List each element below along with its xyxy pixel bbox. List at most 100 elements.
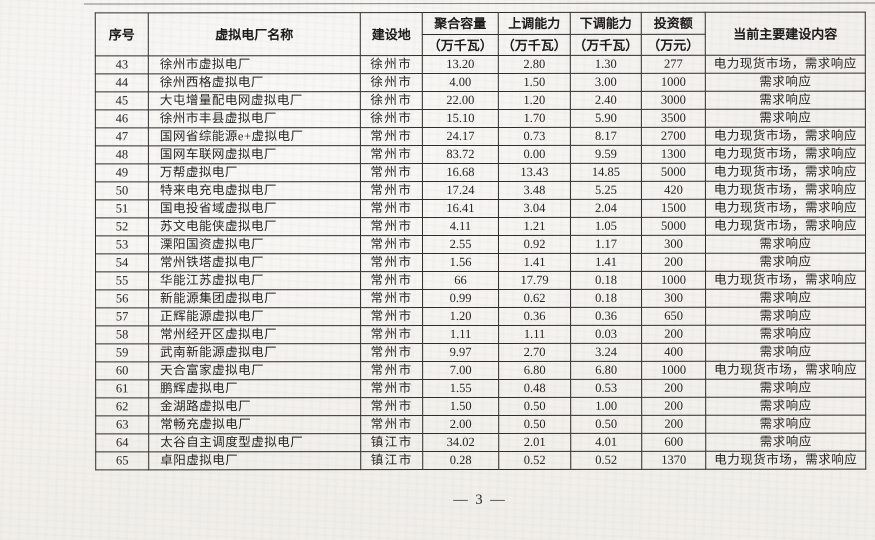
cell-down-capability: 9.59	[570, 145, 642, 164]
cell-seq: 46	[95, 109, 149, 128]
cell-up-capability: 1.41	[498, 253, 571, 272]
cell-construction-content: 需求响应	[705, 289, 866, 308]
cell-capacity: 66	[422, 271, 499, 290]
cell-up-capability: 0.50	[498, 397, 571, 416]
cell-seq: 65	[95, 451, 149, 470]
cell-up-capability: 0.62	[498, 289, 571, 308]
cell-construction-content: 电力现货市场，需求响应	[705, 217, 866, 236]
table-row: 62 金湖路虚拟电厂 常州市 1.50 0.50 1.00 200 需求响应	[95, 397, 866, 416]
cell-down-capability: 5.90	[570, 109, 642, 128]
cell-capacity: 9.97	[422, 343, 499, 362]
cell-investment: 400	[641, 343, 706, 362]
cell-capacity: 15.10	[422, 109, 499, 128]
cell-location: 常州市	[360, 289, 423, 308]
header-plant-name: 虚拟电厂名称	[148, 12, 361, 56]
cell-plant-name: 大屯增量配电网虚拟电厂	[148, 91, 361, 110]
cell-seq: 53	[95, 235, 149, 254]
cell-construction-content: 需求响应	[705, 433, 866, 452]
table-row: 56 新能源集团虚拟电厂 常州市 0.99 0.62 0.18 300 需求响应	[95, 289, 866, 308]
cell-capacity: 1.11	[422, 325, 499, 344]
cell-seq: 62	[95, 397, 149, 416]
table-row: 43 徐州市虚拟电厂 徐州市 13.20 2.80 1.30 277 电力现货市…	[95, 55, 866, 74]
table-body: 43 徐州市虚拟电厂 徐州市 13.20 2.80 1.30 277 电力现货市…	[95, 55, 866, 470]
cell-location: 常州市	[360, 217, 423, 236]
cell-capacity: 2.55	[422, 235, 499, 254]
cell-plant-name: 正辉能源虚拟电厂	[148, 307, 361, 326]
cell-location: 常州市	[360, 181, 423, 200]
cell-plant-name: 太谷自主调度型虚拟电厂	[148, 433, 361, 452]
cell-up-capability: 13.43	[498, 163, 571, 182]
table-row: 58 常州经开区虚拟电厂 常州市 1.11 1.11 0.03 200 需求响应	[95, 325, 866, 344]
table-row: 54 常州铁塔虚拟电厂 常州市 1.56 1.41 1.41 200 需求响应	[95, 253, 866, 272]
cell-plant-name: 常州经开区虚拟电厂	[148, 325, 361, 344]
cell-seq: 52	[95, 217, 149, 236]
cell-plant-name: 国网车联网虚拟电厂	[148, 145, 361, 164]
cell-down-capability: 3.00	[570, 73, 642, 92]
cell-up-capability: 6.80	[498, 361, 571, 380]
cell-plant-name: 特来电充电虚拟电厂	[148, 181, 361, 200]
table-row: 60 天合富家虚拟电厂 常州市 7.00 6.80 6.80 1000 电力现货…	[95, 361, 866, 380]
cell-investment: 1300	[641, 145, 706, 164]
cell-plant-name: 徐州市丰县虚拟电厂	[148, 109, 361, 128]
cell-up-capability: 0.73	[498, 127, 571, 146]
cell-down-capability: 0.03	[570, 325, 642, 344]
cell-seq: 54	[95, 253, 149, 272]
cell-construction-content: 需求响应	[705, 235, 866, 254]
cell-down-capability: 1.17	[570, 235, 642, 254]
cell-location: 常州市	[360, 307, 423, 326]
cell-plant-name: 武南新能源虚拟电厂	[148, 343, 361, 362]
cell-down-capability: 4.01	[570, 433, 642, 452]
cell-construction-content: 需求响应	[705, 325, 866, 344]
cell-capacity: 24.17	[422, 127, 499, 146]
cell-up-capability: 3.48	[498, 181, 571, 200]
cell-location: 常州市	[360, 343, 423, 362]
cell-capacity: 1.50	[422, 397, 499, 416]
cell-investment: 420	[641, 181, 706, 200]
cell-seq: 50	[95, 181, 149, 200]
table-row: 46 徐州市丰县虚拟电厂 徐州市 15.10 1.70 5.90 3500 需求…	[95, 109, 866, 128]
cell-construction-content: 需求响应	[705, 73, 866, 92]
cell-seq: 55	[95, 271, 149, 290]
cell-down-capability: 0.18	[570, 271, 642, 290]
cell-construction-content: 需求响应	[705, 397, 866, 416]
cell-plant-name: 鹏辉虚拟电厂	[148, 379, 361, 398]
cell-construction-content: 需求响应	[705, 109, 866, 128]
cell-investment: 277	[641, 55, 706, 74]
cell-location: 常州市	[360, 271, 423, 290]
cell-location: 徐州市	[360, 73, 423, 92]
cell-seq: 48	[95, 145, 149, 164]
cell-location: 常州市	[360, 163, 423, 182]
cell-up-capability: 2.01	[498, 433, 571, 452]
cell-construction-content: 需求响应	[705, 91, 866, 110]
cell-seq: 49	[95, 163, 149, 182]
cell-plant-name: 天合富家虚拟电厂	[148, 361, 361, 380]
cell-capacity: 4.11	[422, 217, 499, 236]
scan-artifact-line	[83, 2, 875, 5]
cell-seq: 44	[95, 73, 149, 92]
table-row: 63 常畅充虚拟电厂 常州市 2.00 0.50 0.50 200 需求响应	[95, 415, 866, 434]
cell-up-capability: 1.20	[498, 91, 571, 110]
header-investment-unit: （万元）	[641, 34, 706, 56]
cell-seq: 51	[95, 199, 149, 218]
cell-capacity: 1.20	[422, 307, 499, 326]
table-row: 52 苏文电能侠虚拟电厂 常州市 4.11 1.21 1.05 5000 电力现…	[95, 217, 866, 236]
cell-up-capability: 1.50	[498, 73, 571, 92]
cell-location: 常州市	[360, 199, 423, 218]
cell-capacity: 22.00	[422, 91, 499, 110]
table-row: 45 大屯增量配电网虚拟电厂 徐州市 22.00 1.20 2.40 3000 …	[95, 91, 866, 110]
cell-plant-name: 万帮虚拟电厂	[148, 163, 361, 182]
table-row: 53 溧阳国资虚拟电厂 常州市 2.55 0.92 1.17 300 需求响应	[95, 235, 866, 254]
header-up-unit: （万千瓦）	[498, 34, 571, 56]
cell-construction-content: 需求响应	[705, 415, 866, 434]
cell-seq: 59	[95, 343, 149, 362]
cell-down-capability: 0.50	[570, 415, 642, 434]
table-row: 49 万帮虚拟电厂 常州市 16.68 13.43 14.85 5000 电力现…	[95, 163, 866, 182]
cell-down-capability: 0.53	[570, 379, 642, 398]
cell-plant-name: 溧阳国资虚拟电厂	[148, 235, 361, 254]
cell-construction-content: 电力现货市场，需求响应	[705, 55, 866, 74]
cell-down-capability: 8.17	[570, 127, 642, 146]
cell-investment: 1370	[641, 451, 706, 470]
cell-up-capability: 3.04	[498, 199, 571, 218]
cell-location: 镇江市	[360, 451, 423, 470]
cell-seq: 64	[95, 433, 149, 452]
